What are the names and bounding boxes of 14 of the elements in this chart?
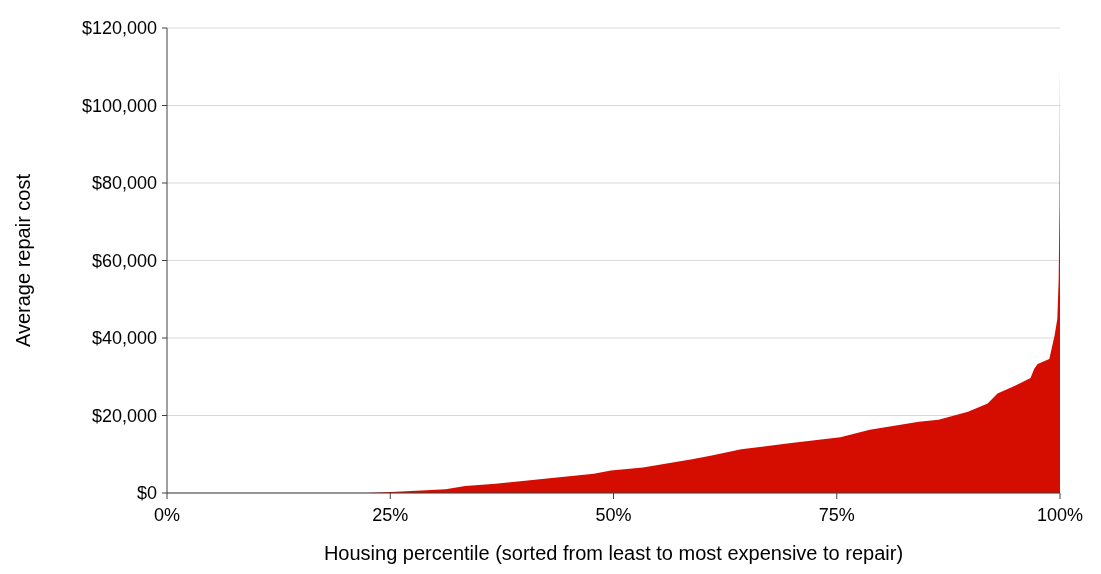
y-tick-label: $0: [136, 483, 157, 504]
x-tick-label: 25%: [372, 505, 409, 525]
x-axis-title: Housing percentile (sorted from least to most expensive to repair): [323, 542, 904, 564]
y-tick-label: $20,000: [91, 405, 157, 426]
y-axis-title: Average repair cost: [12, 173, 34, 348]
y-tick-label: $120,000: [81, 18, 157, 39]
x-tick-label: 0%: [153, 505, 181, 525]
y-tick-label: $40,000: [91, 328, 157, 349]
x-tick-label: 100%: [1036, 505, 1084, 525]
x-tick-label: 75%: [818, 505, 855, 525]
y-tick-label: $80,000: [91, 173, 157, 194]
y-tick-label: $100,000: [81, 95, 157, 116]
y-tick-label: $60,000: [91, 250, 157, 271]
x-tick-label: 50%: [595, 505, 632, 525]
